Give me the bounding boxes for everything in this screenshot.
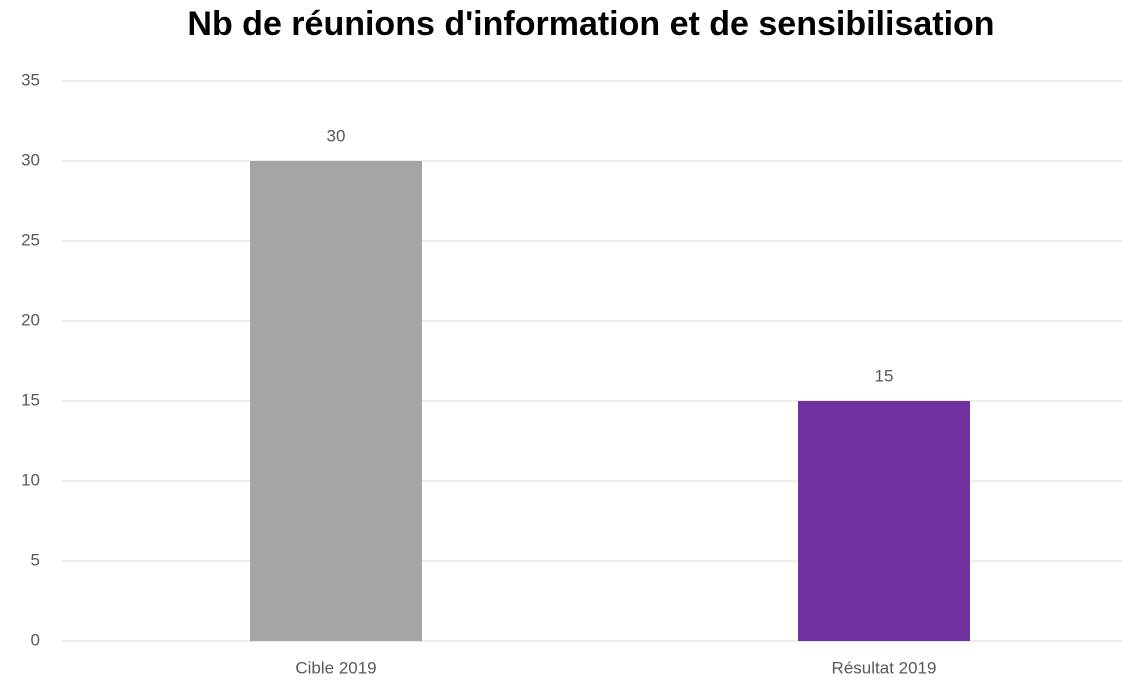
- data-label: 15: [875, 366, 894, 385]
- y-tick-label: 5: [31, 550, 40, 569]
- data-label: 30: [327, 126, 346, 145]
- x-tick-label: Cible 2019: [295, 658, 376, 677]
- y-tick-label: 30: [21, 150, 40, 169]
- y-tick-label: 20: [21, 310, 40, 329]
- bar: [250, 161, 422, 641]
- chart-title: Nb de réunions d'information et de sensi…: [187, 5, 994, 43]
- x-tick-label: Résultat 2019: [832, 658, 937, 677]
- y-tick-label: 25: [21, 230, 40, 249]
- bar: [798, 401, 970, 641]
- y-tick-label: 0: [31, 630, 40, 649]
- y-tick-label: 10: [21, 470, 40, 489]
- y-tick-label: 15: [21, 390, 40, 409]
- y-tick-label: 35: [21, 70, 40, 89]
